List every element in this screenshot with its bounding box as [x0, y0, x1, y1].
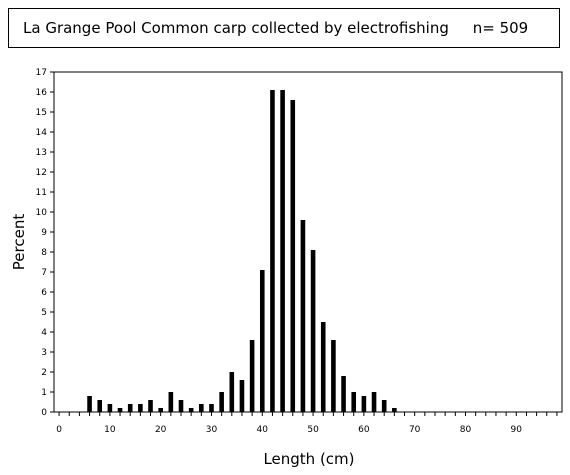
x-tick-label: 70: [409, 425, 421, 435]
bar-14: [127, 404, 133, 412]
bar-18: [148, 400, 153, 412]
plot-frame: [53, 71, 563, 413]
x-tick-label: 40: [257, 425, 269, 435]
bar-64: [381, 400, 387, 412]
bar-44: [280, 90, 285, 412]
bar-40: [259, 270, 265, 412]
bar-54: [331, 340, 336, 412]
bar-10: [107, 404, 113, 412]
bar-24: [178, 400, 184, 412]
bar-8: [97, 400, 103, 412]
y-tick-label: 0: [41, 408, 47, 418]
bar-6: [87, 396, 92, 412]
bar-22: [168, 392, 174, 412]
x-tick-label: 80: [460, 425, 472, 435]
y-tick-label: 5: [41, 308, 47, 318]
x-tick-label: 30: [206, 425, 218, 435]
bar-48: [300, 220, 306, 412]
x-axis-label: Length (cm): [263, 450, 354, 468]
y-tick-label: 9: [41, 228, 47, 238]
chart-title-box: La Grange Pool Common carp collected by …: [8, 8, 560, 48]
bar-26: [188, 408, 194, 412]
y-tick-label: 16: [36, 88, 48, 98]
y-tick-label: 7: [41, 268, 47, 278]
bar-28: [199, 404, 204, 412]
bar-16: [138, 404, 143, 412]
y-tick-label: 15: [36, 108, 47, 118]
y-tick-label: 13: [36, 148, 47, 158]
bar-46: [290, 100, 296, 412]
bar-30: [209, 404, 214, 412]
chart-title: La Grange Pool Common carp collected by …: [23, 19, 529, 37]
bar-32: [219, 392, 224, 412]
bar-50: [310, 250, 316, 412]
bar-12: [117, 408, 123, 412]
y-tick-label: 3: [41, 348, 47, 358]
x-tick-label: 10: [104, 425, 116, 435]
bar-34: [229, 372, 235, 412]
y-tick-label: 14: [36, 128, 48, 138]
x-tick-label: 0: [56, 425, 62, 435]
bar-58: [351, 392, 357, 412]
bar-56: [341, 376, 346, 412]
y-tick-label: 11: [36, 188, 47, 198]
bars-group: [87, 90, 397, 412]
bar-60: [361, 396, 367, 412]
bar-20: [158, 408, 163, 412]
y-tick-label: 4: [41, 328, 47, 338]
y-tick-label: 6: [41, 288, 47, 298]
y-tick-label: 12: [36, 168, 47, 178]
y-tick-label: 2: [41, 368, 47, 378]
bar-42: [270, 90, 275, 412]
x-tick-label: 20: [155, 425, 167, 435]
bar-62: [371, 392, 377, 412]
x-tick-label: 60: [358, 425, 370, 435]
y-tick-label: 17: [36, 68, 47, 78]
x-tick-label: 90: [511, 425, 523, 435]
y-tick-label: 1: [41, 388, 47, 398]
x-tick-label: 50: [307, 425, 319, 435]
x-axis: 0 10 20 30 40 50 60 70 80 90: [56, 412, 558, 435]
bar-52: [320, 322, 326, 412]
y-tick-label: 8: [41, 248, 47, 258]
bar-38: [249, 340, 255, 412]
y-tick-label: 10: [36, 208, 48, 218]
bar-66: [392, 408, 397, 412]
bar-36: [239, 380, 245, 412]
y-axis-label: Percent: [10, 214, 28, 271]
